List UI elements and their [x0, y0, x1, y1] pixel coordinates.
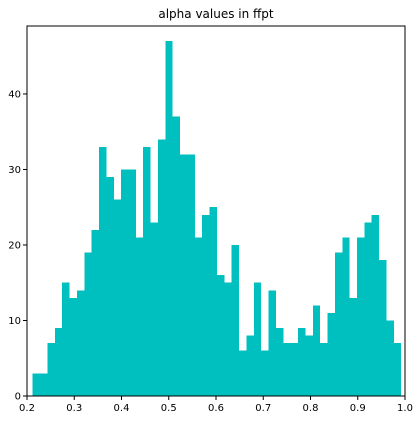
histogram-bar — [342, 237, 350, 396]
histogram-bar — [386, 320, 394, 396]
x-tick-label: 0.7 — [255, 403, 271, 414]
bars-layer — [32, 41, 402, 396]
y-tick-label: 20 — [8, 240, 21, 251]
x-axis: 0.2 0.3 0.4 0.5 0.6 0.7 0.8 0.9 1.0 — [19, 396, 413, 414]
histogram-bar — [334, 252, 343, 396]
histogram-bar — [172, 116, 181, 396]
x-tick-label: 0.8 — [303, 403, 319, 414]
histogram-bar — [62, 282, 70, 396]
histogram-bar — [298, 328, 306, 396]
histogram-bar — [54, 328, 63, 396]
histogram-bar — [275, 328, 284, 396]
histogram-bar — [371, 214, 380, 396]
histogram-bar — [69, 297, 77, 396]
y-tick-label: 30 — [8, 165, 21, 176]
histogram-bar — [312, 305, 321, 396]
histogram-bar — [290, 343, 299, 396]
histogram-bar — [305, 335, 313, 396]
chart-title: alpha values in ffpt — [158, 7, 274, 21]
histogram-bar — [180, 154, 188, 396]
x-tick-label: 0.6 — [208, 403, 224, 414]
histogram-bar — [143, 146, 151, 396]
histogram-bar — [121, 169, 129, 396]
x-tick-label: 0.9 — [350, 403, 366, 414]
histogram-bar — [202, 214, 210, 396]
histogram-bar — [231, 244, 240, 396]
x-tick-label: 0.4 — [114, 403, 130, 414]
histogram-bar — [246, 335, 254, 396]
histogram-bar — [128, 169, 136, 396]
y-tick-label: 0 — [15, 392, 21, 403]
histogram-bar — [84, 252, 92, 396]
histogram-bar — [91, 229, 100, 396]
histogram-bar — [283, 343, 291, 396]
histogram-bar — [209, 207, 217, 396]
histogram-bar — [40, 373, 48, 396]
histogram-bar — [106, 177, 114, 396]
histogram-bar — [364, 222, 372, 396]
histogram-bar — [135, 237, 144, 396]
histogram-bar — [393, 343, 402, 396]
histogram-bar — [157, 139, 166, 396]
histogram-bar — [261, 350, 269, 396]
histogram-bar — [165, 41, 173, 396]
histogram-bar — [356, 237, 365, 396]
histogram-bar — [47, 343, 55, 396]
x-tick-label: 0.2 — [19, 403, 35, 414]
histogram-bar — [253, 282, 262, 396]
histogram-bar — [379, 260, 387, 396]
histogram-bar — [99, 146, 107, 396]
x-tick-label: 0.5 — [161, 403, 177, 414]
y-tick-label: 10 — [8, 316, 21, 327]
x-tick-label: 1.0 — [397, 403, 413, 414]
histogram-bar — [76, 290, 85, 396]
y-axis: 0 10 20 30 40 — [8, 89, 27, 403]
histogram-bar — [216, 275, 225, 396]
histogram-bar — [187, 154, 195, 396]
histogram-bar — [349, 297, 357, 396]
histogram-bar — [320, 343, 328, 396]
histogram-bar — [113, 199, 122, 396]
histogram-bar — [150, 222, 158, 396]
histogram-bar — [268, 290, 276, 396]
x-tick-label: 0.3 — [66, 403, 82, 414]
histogram-bar — [194, 237, 203, 396]
histogram-bar — [327, 312, 335, 396]
histogram-bar — [239, 350, 247, 396]
histogram-bar — [224, 282, 232, 396]
y-tick-label: 40 — [8, 89, 21, 100]
histogram-bar — [32, 373, 41, 396]
